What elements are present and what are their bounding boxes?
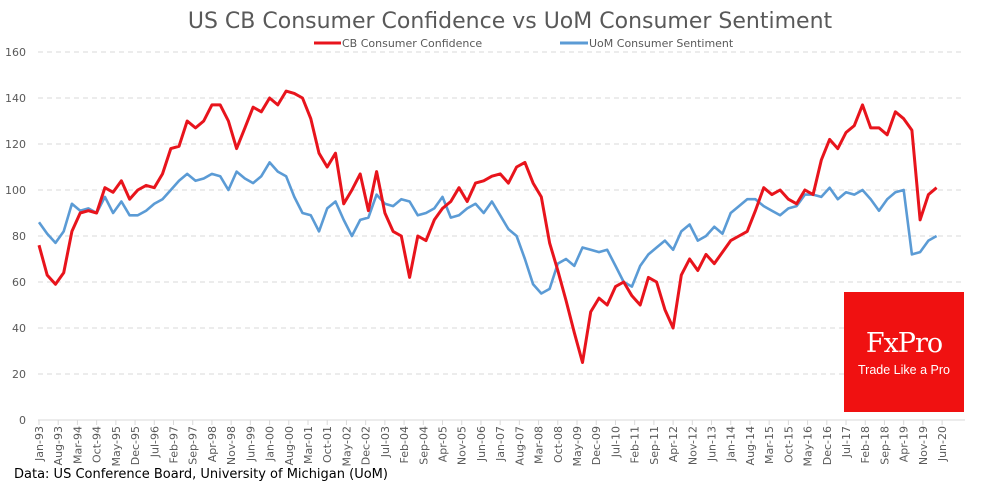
x-tick-label: Jan-93: [33, 426, 46, 462]
x-tick-label: Apr-19: [898, 426, 911, 462]
x-tick-label: Sep-04: [417, 426, 430, 465]
x-tick-label: Apr-12: [667, 426, 680, 462]
x-tick-label: Jan-00: [264, 426, 277, 462]
x-tick-label: Nov-98: [225, 426, 238, 465]
x-axis: Jan-93 Aug-93 Mar-94 Oct-94 May-95 Dec-95 Jul-…: [33, 419, 965, 467]
x-tick-label: Feb-97: [168, 426, 181, 463]
x-tick-label: Aug-14: [744, 426, 757, 465]
x-tick-label: Jul-17: [840, 426, 853, 458]
x-tick-label: Jul-10: [609, 426, 622, 458]
gridlines: [38, 51, 965, 375]
x-tick-label: Oct-01: [321, 426, 334, 463]
x-tick-label: Jun-13: [706, 426, 719, 462]
y-tick-label: 40: [12, 322, 26, 335]
x-tick-label: May-16: [802, 426, 815, 467]
series-line-uom-consumer-sentiment: [37, 161, 938, 295]
logo-brand: FxPro: [865, 328, 943, 359]
x-tick-label: Jul-96: [148, 426, 161, 458]
x-tick-label: Mar-94: [71, 426, 84, 464]
y-tick-label: 120: [5, 138, 26, 151]
x-tick-label: Dec-16: [821, 426, 834, 465]
x-tick-label: Mar-01: [302, 426, 315, 464]
legend-label-cb: CB Consumer Confidence: [342, 37, 482, 50]
x-tick-label: Feb-11: [629, 426, 642, 463]
x-tick-label: Nov-05: [456, 426, 469, 465]
x-tick-label: Jul-03: [379, 426, 392, 458]
fxpro-logo: FxPro Trade Like a Pro: [844, 292, 964, 412]
x-tick-label: Apr-98: [206, 426, 219, 462]
x-tick-label: May-95: [110, 426, 123, 467]
x-tick-label: Feb-04: [398, 426, 411, 463]
x-tick-label: Dec-95: [129, 426, 142, 465]
legend: CB Consumer Confidence UoM Consumer Sent…: [314, 37, 734, 50]
y-axis: 0 20 40 60 80 100 120 140 160: [5, 46, 26, 427]
x-tick-label: May-09: [571, 426, 584, 467]
x-tick-label: Jun-06: [475, 426, 488, 462]
x-tick-label: May-02: [340, 426, 353, 467]
x-tick-label: Oct-08: [552, 426, 565, 463]
x-tick-label: Sep-11: [648, 426, 661, 465]
x-tick-label: Jun-20: [936, 426, 949, 462]
x-tick-label: Sep-97: [187, 426, 200, 465]
x-tick-label: Aug-93: [52, 426, 65, 465]
x-tick-label: Jan-14: [725, 426, 738, 462]
y-tick-label: 140: [5, 92, 26, 105]
y-tick-label: 160: [5, 46, 26, 59]
y-tick-label: 80: [12, 230, 26, 243]
y-tick-label: 60: [12, 276, 26, 289]
x-tick-label: Jan-07: [494, 426, 507, 462]
x-tick-label: Nov-12: [686, 426, 699, 465]
x-tick-label: Aug-07: [513, 426, 526, 465]
x-tick-label: Apr-05: [437, 426, 450, 462]
chart-title: US CB Consumer Confidence vs UoM Consume…: [188, 9, 833, 34]
x-tick-label: Mar-15: [763, 426, 776, 464]
x-tick-label: Nov-19: [917, 426, 930, 465]
x-tick-label: Sep-18: [878, 426, 891, 465]
x-tick-label: Mar-08: [533, 426, 546, 464]
x-tick-label: Dec-02: [360, 426, 373, 465]
y-tick-label: 100: [5, 184, 26, 197]
x-tick-label: Jun-99: [244, 426, 257, 462]
x-tick-label: Dec-09: [590, 426, 603, 465]
y-tick-label: 20: [12, 368, 26, 381]
series-line-cb-consumer-confidence: [37, 89, 938, 364]
legend-label-uom: UoM Consumer Sentiment: [589, 37, 734, 50]
x-tick-label: Oct-94: [91, 426, 104, 463]
x-tick-label: Aug-00: [283, 426, 296, 465]
y-tick-label: 0: [19, 414, 26, 427]
logo-tagline: Trade Like a Pro: [858, 363, 950, 377]
series-lines: [37, 89, 938, 364]
source-note: Data: US Conference Board, University of…: [14, 467, 388, 482]
x-tick-label: Feb-18: [859, 426, 872, 463]
x-tick-label: Oct-15: [782, 426, 795, 463]
